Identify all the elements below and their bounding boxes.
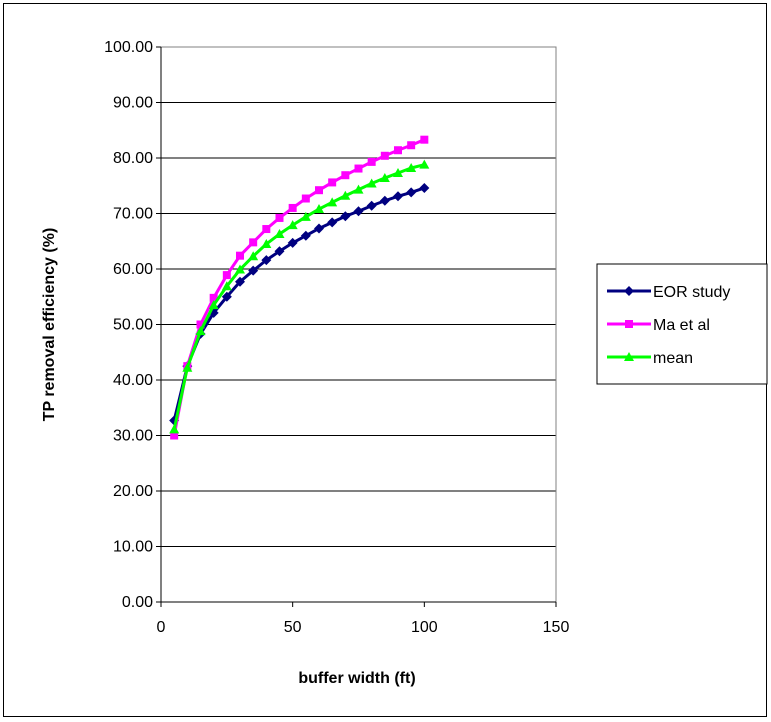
data-point (340, 211, 351, 222)
data-point (248, 265, 259, 276)
data-point (274, 229, 285, 239)
data-point (380, 151, 389, 160)
data-point (170, 431, 179, 440)
data-point (367, 157, 376, 166)
y-tick-label: 100.00 (104, 39, 153, 56)
data-point (262, 225, 271, 234)
data-point (407, 141, 416, 150)
data-point (393, 191, 403, 202)
data-point (235, 276, 245, 287)
x-axis-title: buffer width (ft) (298, 670, 415, 687)
data-point (420, 135, 429, 144)
series-mean (169, 159, 430, 434)
data-point (222, 271, 231, 280)
data-point (314, 223, 324, 234)
data-point (327, 217, 338, 228)
data-point (315, 186, 323, 195)
data-point (353, 184, 364, 194)
x-tick-label: 0 (157, 619, 166, 636)
legend-item: EOR study (607, 284, 730, 301)
data-point (169, 424, 180, 434)
series-ma-et-al (170, 135, 429, 440)
data-point (288, 203, 297, 212)
data-point (328, 178, 337, 187)
y-tick-label: 80.00 (113, 150, 153, 167)
data-point (366, 200, 377, 211)
y-tick-label: 90.00 (113, 95, 153, 112)
series-layer (169, 135, 430, 440)
data-point (300, 230, 311, 241)
data-point (314, 204, 324, 214)
data-point (235, 264, 245, 274)
data-point (261, 239, 272, 249)
data-point (221, 291, 232, 302)
y-tick-label: 0.00 (122, 594, 153, 611)
data-point (379, 172, 390, 182)
data-point (195, 326, 206, 336)
data-point (406, 187, 417, 198)
data-point (209, 293, 218, 302)
y-tick-label: 50.00 (113, 317, 153, 334)
legend-label: mean (653, 350, 693, 367)
data-point (394, 146, 402, 155)
data-point (393, 167, 403, 177)
y-tick-label: 20.00 (113, 483, 153, 500)
data-point (287, 220, 298, 230)
data-point (221, 281, 232, 291)
data-point (287, 237, 298, 248)
data-point (248, 251, 259, 261)
data-point (419, 182, 430, 193)
legend: EOR study Ma et al mean (596, 263, 768, 385)
data-point (300, 211, 311, 221)
x-tick-label: 50 (284, 619, 302, 636)
x-tick-label: 150 (543, 619, 570, 636)
data-point (236, 251, 244, 260)
data-point (301, 194, 310, 203)
y-tick-label: 70.00 (113, 206, 153, 223)
x-tick-label: 100 (411, 619, 438, 636)
axes: 0.00 10.00 20.00 30.00 40.00 50.00 60.00 70.00 8… (104, 39, 569, 636)
legend-marker (625, 320, 633, 328)
data-point (366, 178, 377, 188)
data-point (406, 162, 417, 172)
data-point (275, 213, 284, 222)
data-point (419, 159, 430, 169)
data-point (261, 255, 272, 266)
legend-label: Ma et al (653, 317, 710, 334)
data-point (340, 190, 351, 200)
data-point (353, 206, 364, 217)
data-point (341, 171, 350, 180)
data-point (196, 320, 205, 329)
y-tick-label: 30.00 (113, 428, 153, 445)
data-point (208, 300, 219, 310)
legend-label: EOR study (653, 284, 730, 301)
legend-marker (624, 286, 634, 296)
y-axis-title: TP removal efficiency (%) (41, 228, 58, 422)
data-point (379, 195, 390, 206)
legend-item: Ma et al (607, 317, 710, 334)
series-line (172, 138, 425, 436)
data-point (327, 197, 338, 207)
data-point (274, 246, 285, 257)
data-point (249, 238, 258, 247)
legend-marker (624, 352, 634, 361)
data-point (354, 164, 363, 173)
y-tick-label: 40.00 (113, 372, 153, 389)
legend-item: mean (607, 350, 693, 367)
data-point (182, 362, 193, 372)
y-tick-label: 60.00 (113, 261, 153, 278)
y-tick-label: 10.00 (113, 539, 153, 556)
